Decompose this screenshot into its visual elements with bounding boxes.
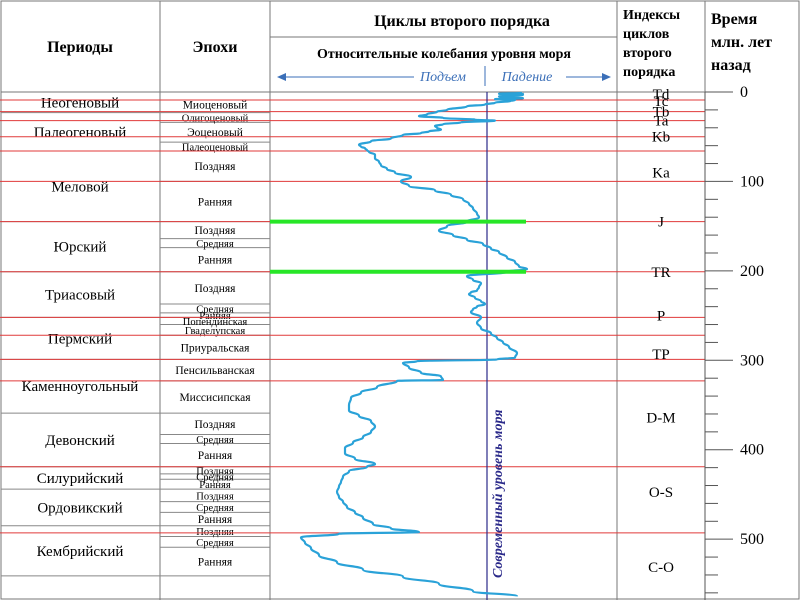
cycle-index-label: TR	[651, 265, 670, 281]
epoch-label: Ранняя	[198, 255, 233, 267]
period-label: Силурийский	[37, 471, 124, 487]
epoch-label: Средняя	[196, 473, 234, 484]
sea-level-title: Относительные колебания уровня моря	[317, 47, 571, 62]
cycle-index-label: C-O	[648, 560, 674, 576]
sea-level-curve	[299, 91, 529, 598]
cycle-index-label: TP	[652, 347, 670, 363]
modern-sea-level-label: Современный уровень моря	[491, 409, 506, 578]
epoch-label: Средняя	[196, 538, 234, 549]
epoch-label: Ранняя	[198, 514, 233, 526]
cycle-index-label: Tc	[654, 94, 669, 110]
epoch-label: Ранняя	[198, 197, 233, 209]
epoch-label: Олигоценовый	[182, 113, 249, 124]
epoch-label: Приуральская	[181, 342, 251, 354]
cycles-title: Циклы второго порядка	[374, 13, 550, 30]
epoch-label: Средняя	[196, 503, 234, 514]
indices-header-line-1: Индексы	[623, 8, 680, 23]
period-label: Меловой	[51, 179, 108, 195]
fall-label: Падение	[501, 70, 553, 85]
cycle-index-label: Td	[653, 87, 670, 103]
epoch-label: Ранняя	[199, 311, 231, 322]
epoch-label: Поздняя	[195, 419, 237, 431]
cycle-index-label: J	[658, 215, 664, 231]
direction-legend: Подъем Падение	[277, 66, 611, 86]
epoch-label: Средняя	[196, 239, 234, 250]
time-axis-tick-label: 200	[740, 263, 764, 280]
indices-header-line-2: циклов	[623, 27, 670, 42]
epoch-label: Средняя	[196, 435, 234, 446]
epoch-label: Пенсильванская	[175, 365, 255, 377]
period-label: Палеогеновый	[34, 125, 127, 141]
epoch-label: Поздняя	[195, 161, 237, 173]
epoch-label: Поздняя	[195, 225, 237, 237]
epoch-label: Средняя	[196, 304, 234, 315]
cycle-index-label: Kb	[652, 130, 670, 146]
cycle-index-label: Ta	[654, 114, 669, 130]
period-label: Кембрийский	[37, 544, 124, 560]
period-label: Триасовый	[45, 288, 115, 304]
time-axis-tick-label: 300	[740, 352, 764, 369]
cycle-index-label: Ka	[652, 165, 670, 181]
time-header-line-3: назад	[711, 57, 751, 74]
period-label: Каменноугольный	[22, 379, 139, 395]
time-axis-tick-label: 500	[740, 531, 764, 548]
epoch-label: Эоценовый	[187, 127, 243, 139]
period-column: Неогеновый Палеогеновый Меловой Юрский Триас…	[1, 95, 160, 577]
epoch-label: Поздняя	[196, 491, 234, 502]
time-axis: 0 100 200 300 400 500	[704, 84, 764, 600]
cycle-index-label: D-M	[646, 411, 675, 427]
time-axis-tick-label: 100	[740, 173, 764, 190]
epoch-label: Миссисипская	[179, 392, 251, 404]
indices-header-line-3: второго	[623, 46, 672, 61]
epoch-label: Поздняя	[196, 466, 234, 477]
time-header: Время млн. лет назад	[711, 11, 772, 74]
epoch-label: Попендинская	[183, 317, 248, 328]
rise-arrow-icon	[277, 73, 286, 81]
highlight-boundaries	[270, 219, 526, 274]
epoch-label: Поздняя	[195, 283, 237, 295]
time-header-line-2: млн. лет	[711, 34, 772, 51]
time-header-line-1: Время	[711, 11, 758, 28]
time-axis-tick-label: 0	[740, 84, 748, 101]
period-label: Девонский	[45, 433, 115, 449]
cycle-index-label: P	[657, 309, 665, 325]
cycle-index-label: O-S	[649, 485, 673, 501]
epoch-label: Ранняя	[199, 480, 231, 491]
epoch-label: Гваделупская	[185, 326, 246, 337]
epoch-label: Ранняя	[198, 450, 233, 462]
periods-header: Периоды	[47, 39, 113, 56]
cycle-boundaries	[0, 99, 705, 534]
period-label: Пермский	[48, 331, 112, 347]
time-axis-tick-label: 400	[740, 442, 764, 459]
epoch-label: Палеоценовый	[182, 143, 249, 154]
epoch-label: Миоценовый	[183, 100, 248, 112]
cycle-index-label: Tb	[653, 105, 670, 121]
period-label: Ордовикский	[37, 500, 122, 516]
period-label: Неогеновый	[41, 95, 119, 111]
period-label: Юрский	[54, 240, 107, 256]
epoch-label: Ранняя	[198, 557, 233, 569]
rise-label: Подъем	[419, 70, 466, 85]
fall-arrow-icon	[602, 73, 611, 81]
indices-header-line-4: порядка	[623, 65, 675, 80]
epochs-header: Эпохи	[193, 39, 238, 56]
indices-header: Индексы циклов второго порядка	[623, 8, 680, 80]
